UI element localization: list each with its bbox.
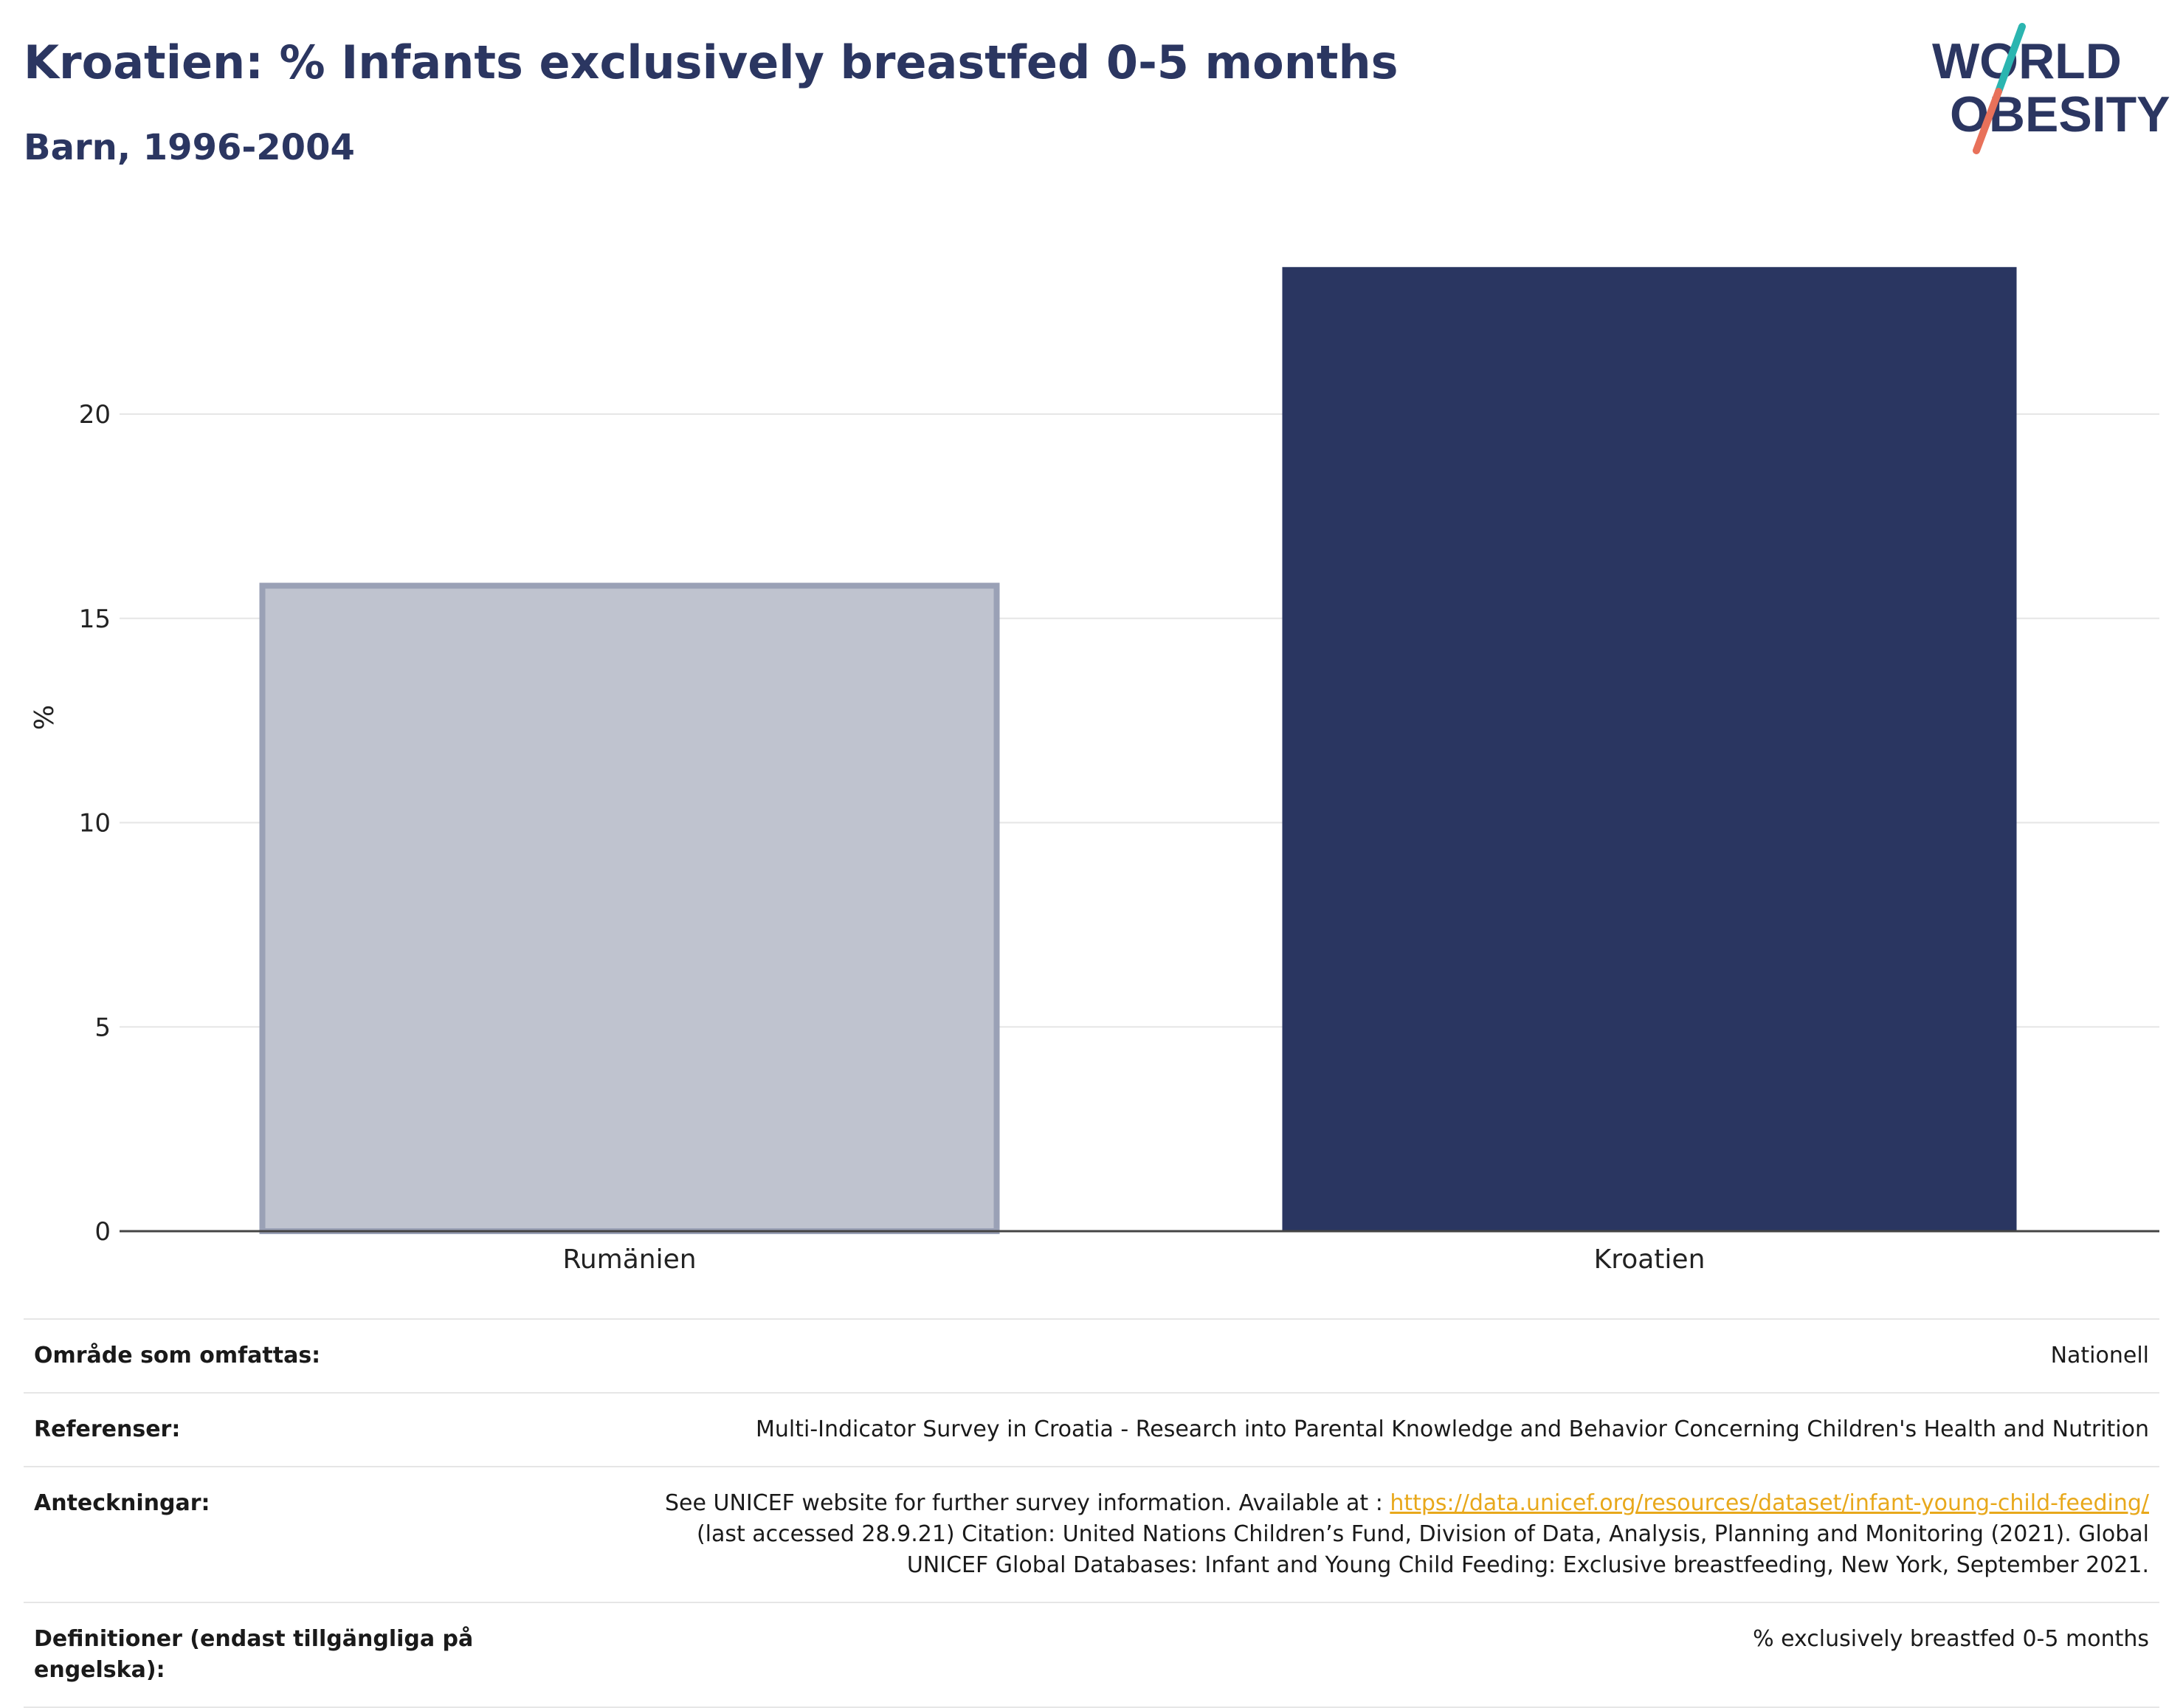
meta-row-notes: Anteckningar: See UNICEF website for fur… [24,1466,2159,1602]
page-subtitle: Barn, 1996-2004 [24,127,355,168]
bar-chart: 0 5 10 15 20 Rumänien Kroatien % [30,266,2159,1275]
x-tick-label: Rumänien [562,1244,696,1275]
bar-1[interactable] [259,582,1000,1234]
y-axis-label: % [30,705,60,730]
meta-value: Multi-Indicator Survey in Croatia - Rese… [755,1416,2149,1442]
meta-label: Anteckningar: [34,1490,210,1516]
world-obesity-logo: WORLD OBESITY [1932,23,2170,154]
y-tick-label: 15 [79,605,111,634]
notes-text-pre: See UNICEF website for further survey in… [665,1490,1390,1516]
y-tick-label: 5 [94,1013,111,1042]
bar-2[interactable] [1282,266,2017,1231]
x-tick-label: Kroatien [1594,1244,1706,1275]
meta-value: Nationell [2050,1343,2149,1368]
meta-label: Område som omfattas: [34,1343,321,1368]
meta-row-area: Område som omfattas: Nationell [24,1318,2159,1392]
logo-line1: WORLD [1932,33,2122,89]
meta-row-definitions: Definitioner (endast tillgängliga på eng… [24,1602,2159,1708]
notes-text-line2: (last accessed 28.9.21) Citation: United… [696,1521,2149,1547]
page-title: Kroatien: % Infants exclusively breastfe… [24,35,1399,89]
x-tick-labels: Rumänien Kroatien [562,1244,1705,1275]
y-tick-label: 10 [79,809,111,838]
meta-label: Referenser: [34,1416,181,1442]
notes-text-line3: UNICEF Global Databases: Infant and Youn… [906,1552,2149,1578]
unicef-link[interactable]: https://data.unicef.org/resources/datase… [1390,1490,2149,1516]
meta-row-references: Referenser: Multi-Indicator Survey in Cr… [24,1392,2159,1466]
meta-label: Definitioner (endast tillgängliga på eng… [34,1626,474,1683]
bars [259,266,2017,1234]
meta-value: See UNICEF website for further survey in… [506,1488,2149,1581]
y-tick-label: 0 [94,1217,111,1247]
meta-value: % exclusively breastfed 0-5 months [1753,1626,2149,1652]
metadata-table: Område som omfattas: Nationell Referense… [24,1318,2159,1708]
y-tick-label: 20 [79,400,111,430]
y-tick-labels: 0 5 10 15 20 [79,400,111,1247]
